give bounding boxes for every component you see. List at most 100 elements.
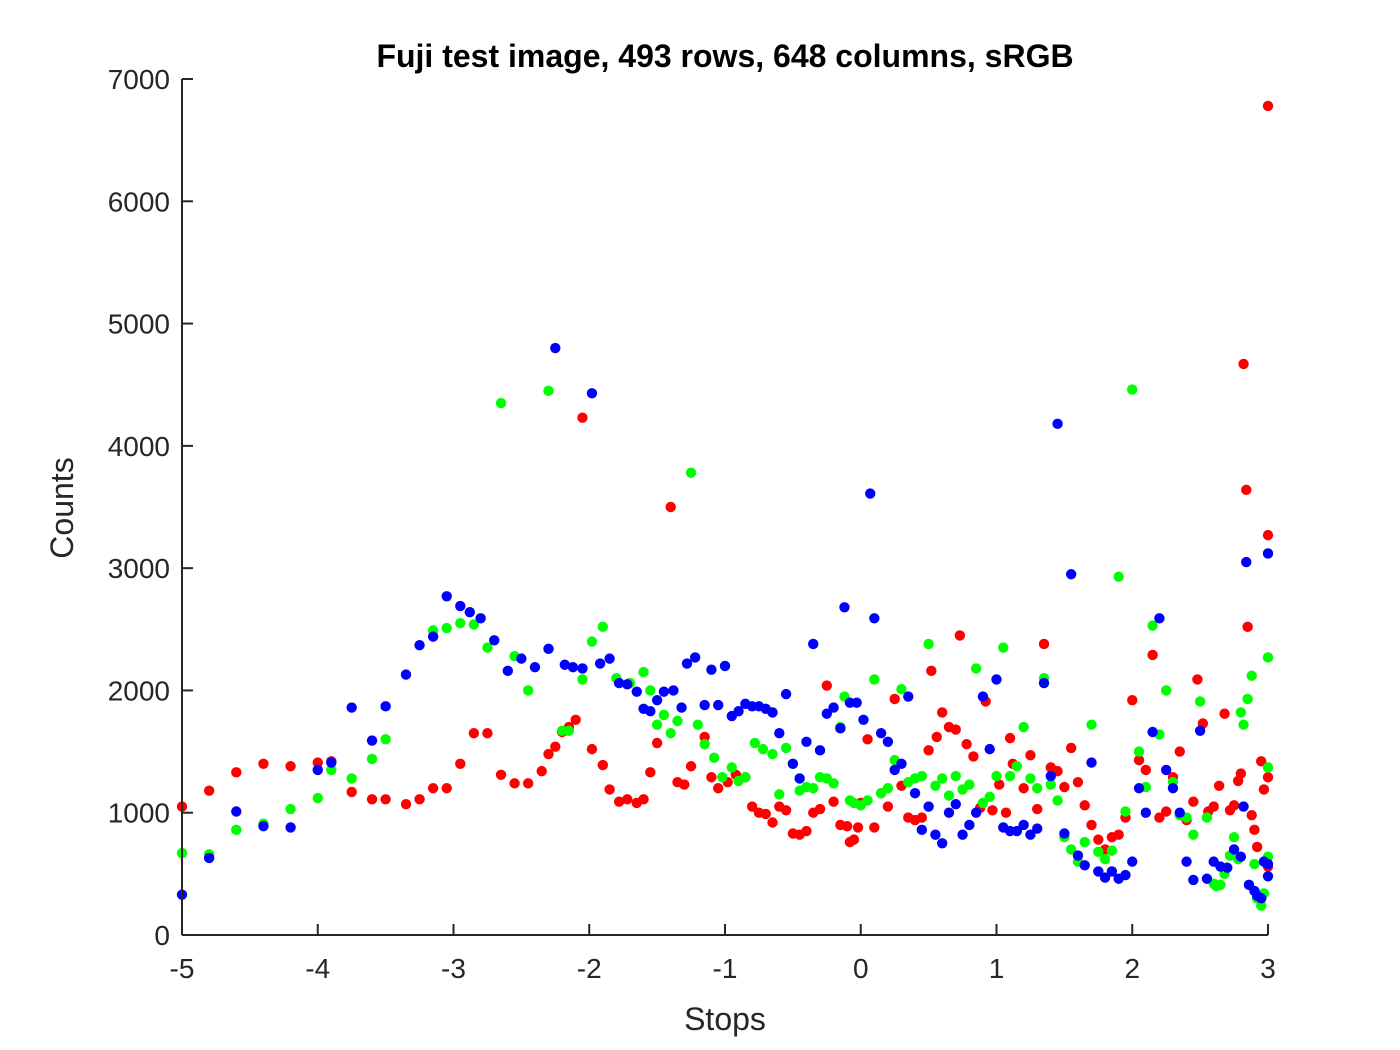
data-point — [1079, 836, 1090, 848]
data-point — [916, 812, 928, 823]
data-point — [468, 619, 480, 630]
data-point — [699, 731, 710, 743]
data-point — [586, 388, 598, 399]
data-point — [509, 778, 520, 789]
data-point — [780, 688, 792, 700]
data-point — [1256, 893, 1267, 904]
data-point — [889, 764, 900, 776]
data-point — [708, 752, 720, 763]
data-point — [380, 734, 391, 745]
data-point — [740, 772, 751, 783]
data-point — [984, 743, 995, 755]
data-point — [366, 794, 378, 805]
data-point — [987, 805, 998, 816]
data-point — [869, 822, 880, 833]
data-point — [749, 737, 761, 749]
data-point — [441, 591, 452, 602]
data-point — [1222, 862, 1233, 873]
data-point — [645, 685, 656, 696]
data-point — [1086, 819, 1097, 831]
data-point — [1011, 825, 1023, 837]
data-point — [780, 805, 792, 816]
data-point — [577, 412, 588, 423]
data-point — [1213, 780, 1225, 792]
data-point — [699, 739, 710, 750]
data-point — [1147, 620, 1158, 631]
data-point — [312, 757, 323, 768]
data-point — [787, 758, 799, 769]
data-point — [380, 794, 391, 805]
data-point — [950, 798, 961, 810]
data-point — [875, 728, 887, 739]
data-point — [1249, 824, 1260, 836]
data-point — [400, 798, 412, 810]
data-point — [1059, 828, 1070, 839]
data-point — [1099, 872, 1111, 883]
data-point — [937, 707, 948, 718]
data-point — [622, 679, 633, 690]
data-point — [998, 642, 1009, 653]
data-point — [1045, 779, 1057, 790]
data-point — [706, 664, 717, 675]
data-point — [1018, 783, 1029, 794]
data-point — [991, 674, 1002, 685]
data-point — [717, 772, 728, 783]
data-point — [1249, 858, 1260, 870]
data-point — [1133, 746, 1145, 757]
data-point — [346, 773, 357, 784]
data-point — [961, 739, 972, 750]
data-point — [851, 697, 862, 708]
data-point — [1188, 796, 1199, 807]
data-point — [258, 820, 269, 832]
data-point — [954, 630, 966, 641]
data-point — [622, 794, 633, 805]
data-point — [414, 639, 425, 651]
data-point — [1086, 757, 1097, 768]
data-point — [482, 642, 493, 653]
data-point — [1262, 548, 1274, 559]
data-point — [719, 660, 731, 672]
data-point — [586, 743, 598, 755]
data-point — [828, 778, 839, 789]
y-tick-label: 6000 — [108, 186, 170, 217]
data-point — [482, 728, 493, 739]
data-point — [882, 801, 894, 812]
data-point — [427, 783, 439, 794]
data-point — [991, 770, 1002, 782]
data-point — [1011, 761, 1023, 772]
data-point — [780, 742, 792, 754]
x-tick-label: -3 — [441, 953, 466, 984]
data-point — [943, 790, 955, 801]
data-point — [312, 764, 323, 776]
data-point — [550, 741, 561, 752]
data-point — [1262, 100, 1274, 112]
data-point — [366, 735, 378, 746]
data-point — [882, 736, 894, 747]
data-point — [984, 791, 995, 803]
data-point — [1032, 823, 1043, 834]
data-point — [896, 684, 907, 695]
data-point — [1241, 556, 1252, 568]
data-point — [1188, 874, 1199, 886]
data-point — [1262, 529, 1274, 541]
data-point — [536, 765, 547, 777]
data-point — [1188, 829, 1199, 840]
data-point — [1093, 834, 1104, 845]
data-point — [1004, 770, 1016, 782]
data-point — [1174, 807, 1185, 818]
data-point — [706, 772, 717, 783]
data-point — [1045, 770, 1057, 782]
data-point — [346, 786, 357, 798]
data-point — [495, 397, 507, 409]
y-tick-label: 4000 — [108, 431, 170, 462]
data-point — [1025, 750, 1036, 761]
x-tick-label: -2 — [577, 953, 602, 984]
x-tick-label: -5 — [170, 953, 195, 984]
data-point — [1262, 652, 1274, 663]
x-tick-label: 1 — [989, 953, 1005, 984]
data-point — [543, 643, 554, 655]
x-tick-label: -4 — [305, 953, 330, 984]
data-point — [312, 792, 323, 804]
data-point — [285, 822, 296, 833]
data-point — [760, 808, 771, 820]
